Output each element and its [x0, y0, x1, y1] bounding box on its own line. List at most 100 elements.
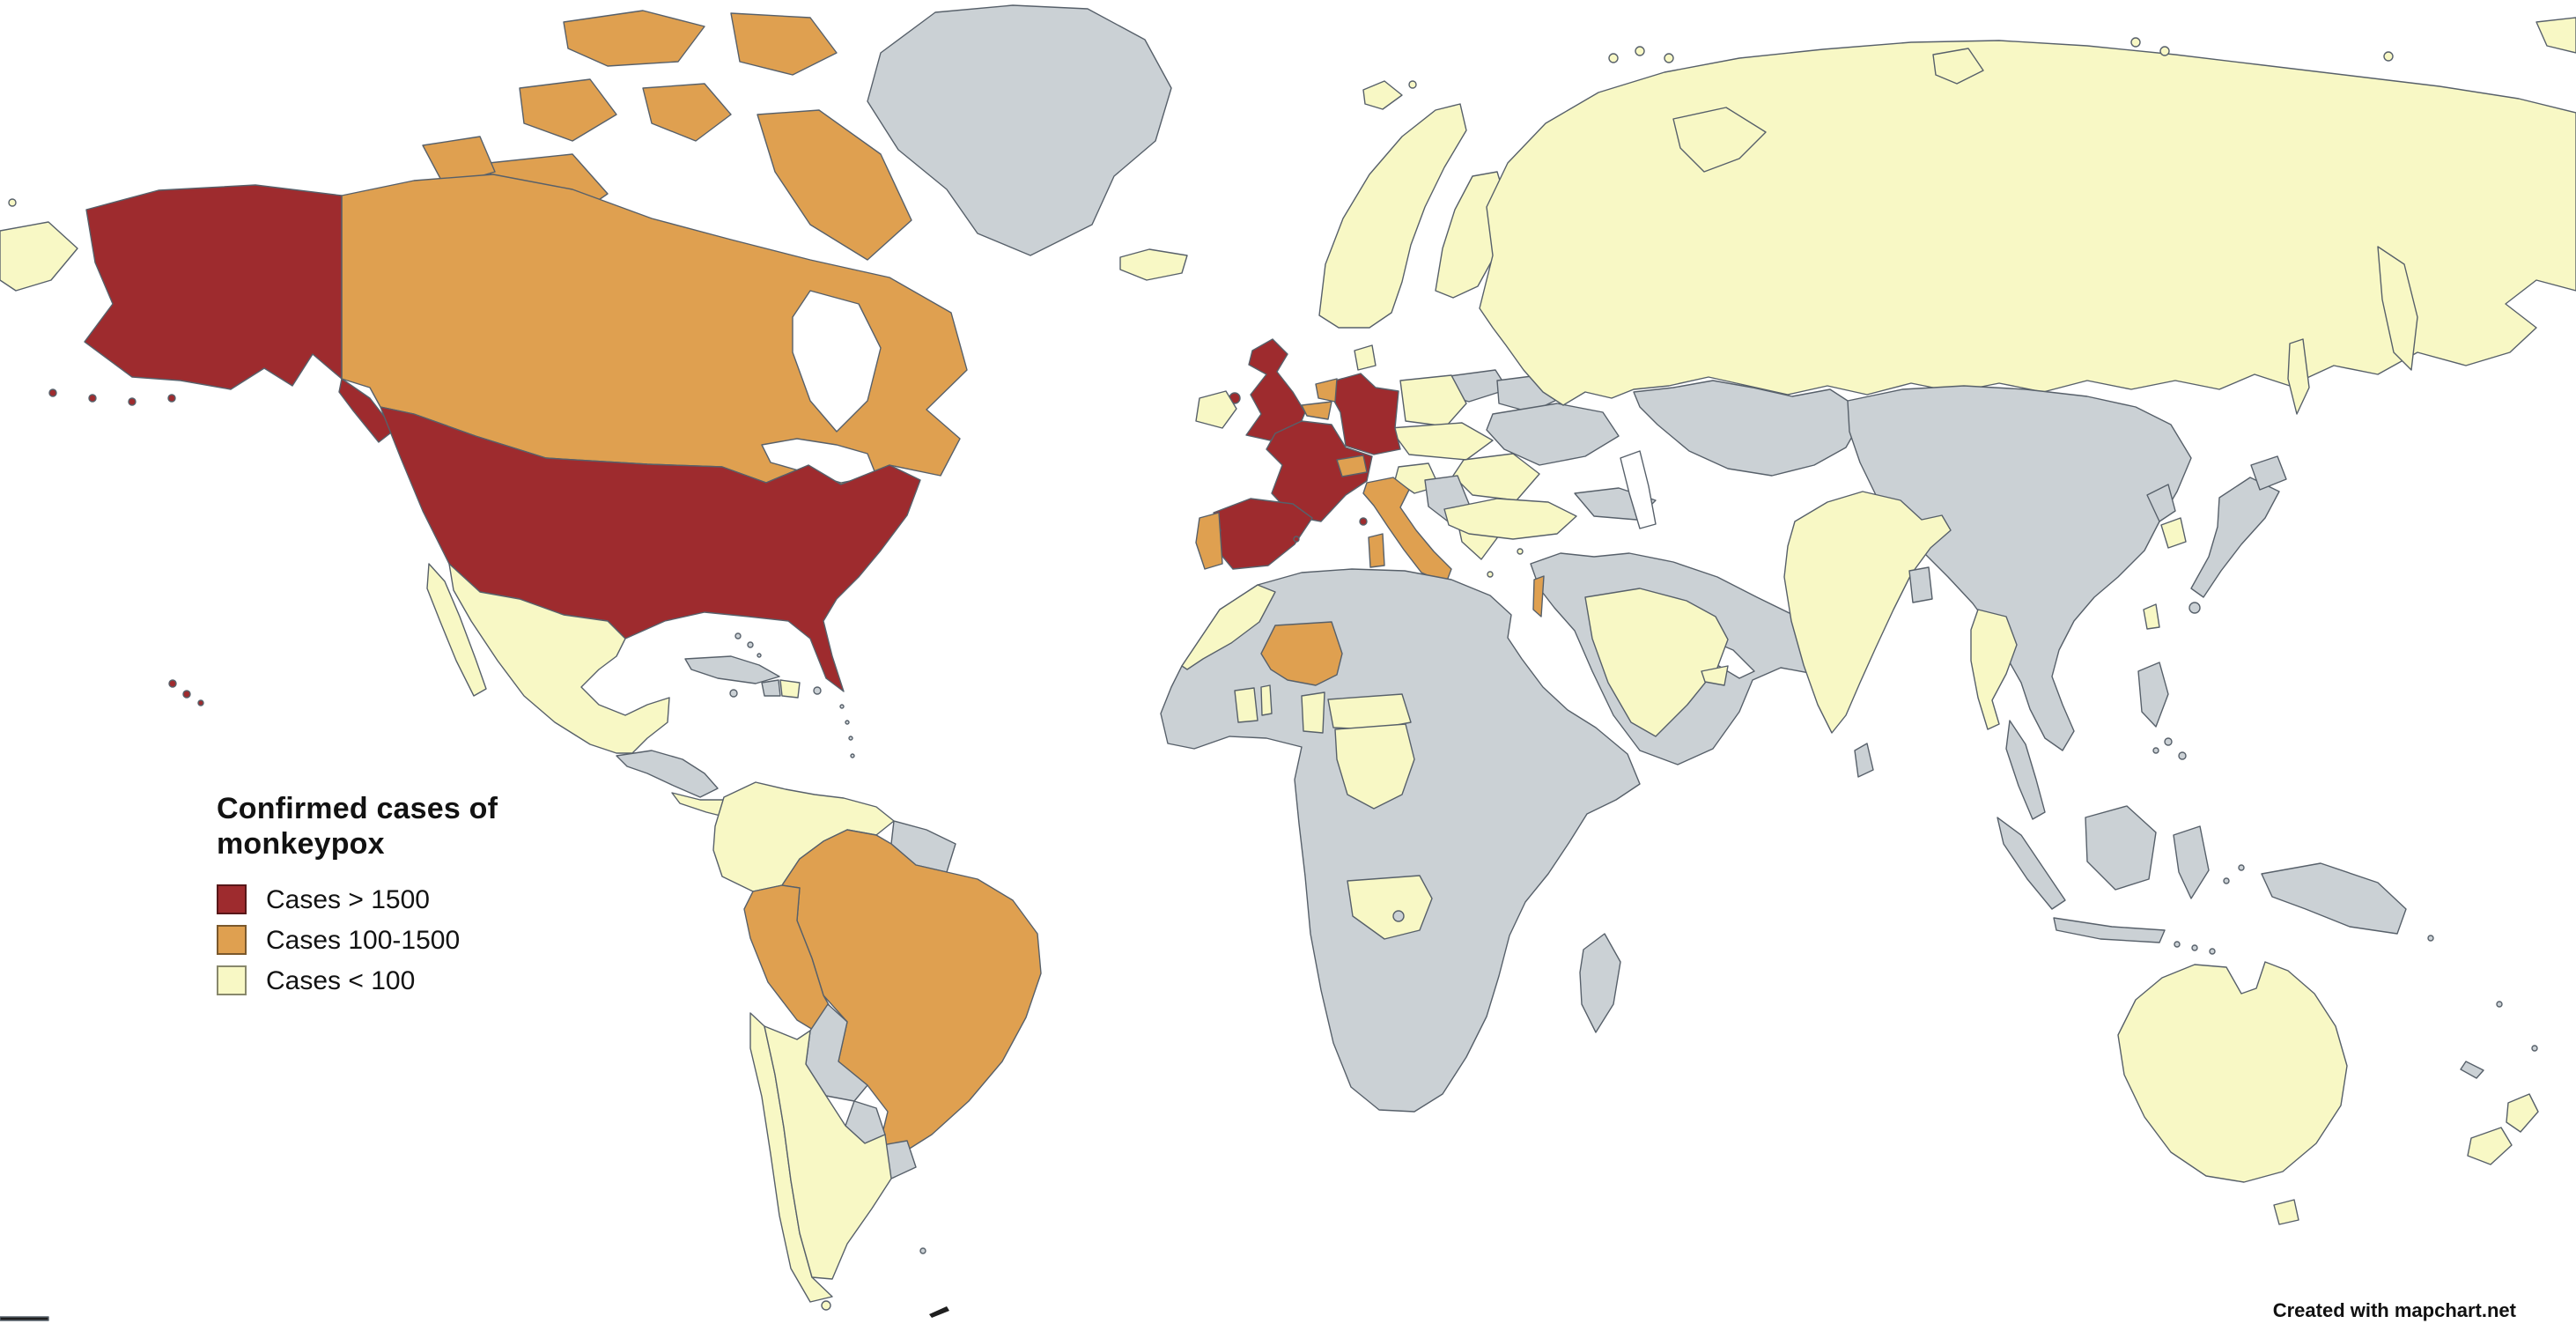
country-north-korea: [2146, 484, 2176, 522]
country-iceland: [1119, 248, 1188, 281]
legend-label-medium: Cases 100-1500: [266, 925, 461, 955]
country-russia-new-siberian: [2130, 37, 2141, 48]
legend-label-high: Cases > 1500: [266, 884, 430, 914]
solomon-islands: [2427, 935, 2434, 942]
country-jamaica: [729, 689, 738, 698]
country-benin: [1260, 684, 1273, 716]
country-indonesia-sumatra: [1997, 817, 2066, 910]
aleutian-island: [48, 388, 57, 397]
country-russia-franz-josef: [1608, 53, 1619, 63]
region-south-america: [712, 781, 1042, 1311]
country-philippines: [2137, 662, 2169, 728]
country-russia-franz-josef: [1664, 53, 1674, 63]
country-taiwan: [2143, 603, 2160, 630]
country-mexico: [448, 563, 670, 754]
country-ghana: [1234, 687, 1258, 723]
country-japan-honshu: [2190, 477, 2280, 598]
country-spain: [1213, 498, 1313, 570]
country-brazil: [781, 829, 1042, 1157]
country-canada: [563, 10, 705, 67]
country-russia-new-siberian: [2159, 46, 2170, 56]
country-norway-sweden: [1318, 103, 1467, 329]
country-new-zealand-north: [2506, 1093, 2539, 1133]
country-ukraine: [1486, 403, 1620, 466]
legend-item-high: Cases > 1500: [217, 884, 587, 915]
lesser-antilles: [848, 736, 853, 741]
frame-dash-bottom-left: [0, 1316, 49, 1321]
region-asia: [1783, 385, 2407, 955]
country-russia-franz-josef: [1635, 46, 1645, 56]
legend-item-low: Cases < 100: [217, 965, 587, 996]
country-belgium: [1301, 401, 1332, 420]
country-canada: [642, 83, 732, 142]
country-italy: [1362, 477, 1452, 584]
country-australia-tasmania: [2273, 1199, 2299, 1225]
legend-swatch-medium: [217, 925, 247, 956]
country-japan-hokkaido: [2250, 455, 2287, 491]
country-india: [1783, 491, 1952, 734]
country-russia-severnaya-zemlya: [1932, 48, 1984, 85]
country-japan-kyushu: [2188, 602, 2201, 614]
country-united-states-hawaii: [168, 679, 177, 688]
country-united-states-alaska-panhandle: [338, 378, 395, 443]
country-indonesia-lesser-sunda: [2209, 948, 2216, 955]
country-indonesia-lesser-sunda: [2174, 941, 2181, 948]
country-russia-sakhalin: [2287, 338, 2310, 415]
country-romania-bulgaria: [1452, 453, 1540, 501]
country-south-africa: [1347, 875, 1433, 940]
region-africa: [1160, 568, 1641, 1113]
country-united-states-hawaii: [197, 699, 204, 706]
map-frame-artifacts: [0, 1306, 949, 1321]
tierra-del-fuego: [821, 1300, 831, 1311]
hudson-bay: [792, 290, 882, 433]
country-norway-svalbard: [1408, 80, 1417, 89]
country-france: [1266, 420, 1373, 522]
legend-label-low: Cases < 100: [266, 965, 416, 995]
country-russia-novaya-zemlya: [1672, 107, 1767, 173]
fiji: [2531, 1045, 2538, 1052]
country-russia-wrangel: [2383, 51, 2394, 62]
country-norway-svalbard: [1362, 80, 1403, 110]
new-caledonia: [2460, 1061, 2484, 1079]
country-turkey: [1443, 498, 1577, 540]
country-ireland: [1195, 390, 1237, 429]
legend-item-medium: Cases 100-1500: [217, 925, 587, 956]
country-papua-new-guinea: [2261, 862, 2407, 935]
country-united-states-hawaii: [182, 690, 191, 699]
country-denmark: [1354, 344, 1377, 371]
legend-items: Cases > 1500 Cases 100-1500 Cases < 100: [217, 884, 587, 996]
region-north-america: [48, 4, 1172, 820]
country-bahamas: [747, 641, 754, 648]
country-mexico-baja: [426, 563, 487, 697]
country-france-corsica: [1359, 517, 1368, 526]
country-lesotho: [1392, 910, 1405, 922]
region-russia-central-asia: [0, 17, 2576, 529]
country-cyprus: [1517, 548, 1524, 555]
country-indonesia-moluccas: [2238, 864, 2245, 871]
country-argentina: [764, 1025, 892, 1280]
aleutian-island: [128, 397, 137, 406]
lesser-antilles: [850, 753, 855, 758]
country-netherlands: [1315, 378, 1338, 403]
country-greenland: [867, 4, 1172, 256]
region-central-asia: [1633, 380, 1861, 477]
country-poland: [1399, 374, 1467, 427]
country-israel: [1532, 575, 1545, 617]
country-czechia-slovakia-austria-hungary: [1389, 422, 1494, 461]
country-indonesia-borneo: [2085, 805, 2157, 891]
country-niger: [1260, 621, 1343, 686]
country-australia: [2117, 961, 2348, 1183]
country-bahamas: [734, 632, 742, 640]
map-legend: Confirmed cases of monkeypox Cases > 150…: [217, 791, 587, 1006]
country-haiti: [761, 679, 781, 697]
country-russia-kamchatka: [2377, 246, 2418, 371]
country-canada: [757, 109, 912, 261]
region-china-mongolia-indochina-base: [1847, 385, 2192, 751]
country-sri-lanka: [1854, 743, 1874, 778]
country-philippines: [2152, 747, 2159, 754]
caspian-sea: [1620, 450, 1657, 529]
frame-dash-bottom-center: [929, 1306, 949, 1318]
legend-swatch-high: [217, 884, 247, 915]
